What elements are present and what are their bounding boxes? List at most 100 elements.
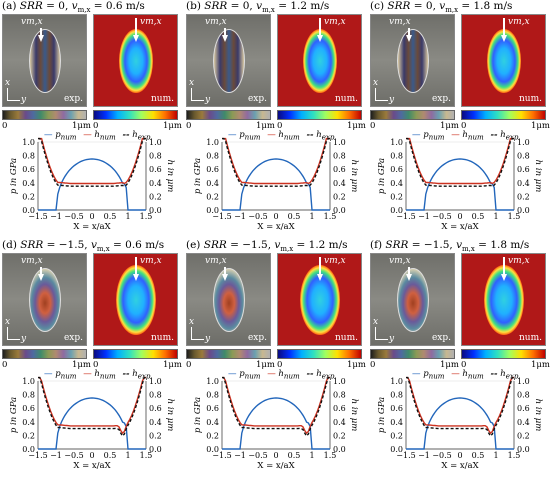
y-tick-left: 0.2 bbox=[22, 431, 35, 440]
x-tick: −1.5 bbox=[212, 212, 231, 221]
y-tick-right: 0.8 bbox=[517, 152, 530, 161]
y-tick-left: 1.0 bbox=[390, 377, 403, 386]
y-axis-label-right: h in μm bbox=[533, 399, 543, 432]
y-tick-left: 0.6 bbox=[390, 404, 403, 413]
y-tick-left: 0.2 bbox=[390, 192, 403, 201]
velocity-arrowhead bbox=[222, 274, 228, 281]
x-tick: 1.5 bbox=[140, 212, 153, 221]
velocity-label: vm,x bbox=[508, 17, 530, 27]
y-tick-right: 0.6 bbox=[333, 165, 346, 174]
velocity-label: vm,x bbox=[21, 17, 43, 27]
exp-label: exp. bbox=[247, 333, 267, 343]
exp-label: exp. bbox=[63, 333, 83, 343]
y-tick-left: 0.0 bbox=[22, 206, 35, 215]
colorbar-tick-min: 0 bbox=[186, 360, 192, 370]
y-tick-right: 0.0 bbox=[149, 206, 162, 215]
y-tick-right: 0.0 bbox=[333, 206, 346, 215]
y-tick-left: 0.2 bbox=[22, 192, 35, 201]
colorbar-tick-min: 0 bbox=[277, 121, 283, 131]
velocity-arrowhead bbox=[501, 274, 507, 281]
velocity-arrowhead bbox=[222, 35, 228, 42]
panel-c: (c) SRR = 0, vm,x = 1.8 m/s vm,x exp. x y vm,… bbox=[368, 0, 550, 238]
experimental-image: vm,x exp. x y bbox=[186, 14, 271, 107]
x-tick: 1.5 bbox=[324, 212, 337, 221]
y-tick-left: 0.4 bbox=[390, 179, 403, 188]
y-tick-left: 0.0 bbox=[390, 445, 403, 454]
y-tick-right: 0.4 bbox=[333, 418, 346, 427]
x-axis-label: X = x/aX bbox=[257, 461, 295, 471]
y-tick-left: 1.0 bbox=[206, 138, 219, 147]
y-axis-label-right: h in μm bbox=[533, 160, 543, 193]
velocity-label: vm,x bbox=[140, 17, 162, 27]
y-tick-right: 0.8 bbox=[149, 391, 162, 400]
y-tick-right: 0.2 bbox=[149, 192, 162, 201]
y-tick-right: 1.0 bbox=[333, 138, 346, 147]
y-tick-right: 0.2 bbox=[333, 192, 346, 201]
x-axis-label: X = x/aX bbox=[441, 222, 479, 232]
numerical-image: vm,x num. bbox=[277, 14, 362, 107]
y-tick-left: 1.0 bbox=[206, 377, 219, 386]
y-tick-left: 0.6 bbox=[206, 165, 219, 174]
y-tick-right: 1.0 bbox=[517, 377, 530, 386]
velocity-label: vm,x bbox=[324, 256, 346, 266]
num-label: num. bbox=[151, 94, 174, 104]
y-tick-right: 0.2 bbox=[517, 431, 530, 440]
y-axis-label-left: p in GPa bbox=[377, 158, 387, 194]
film-thickness-num-curve bbox=[38, 137, 146, 185]
velocity-label: vm,x bbox=[205, 256, 227, 266]
colorbar-num bbox=[461, 349, 546, 359]
y-tick-right: 0.6 bbox=[333, 404, 346, 413]
film-thickness-exp-curve bbox=[38, 376, 146, 438]
axis-x-label: x bbox=[5, 78, 11, 88]
plot-frame bbox=[37, 380, 147, 450]
y-tick-left: 0.2 bbox=[206, 192, 219, 201]
velocity-arrow bbox=[503, 18, 505, 36]
x-axis-label: X = x/aX bbox=[257, 222, 295, 232]
velocity-arrowhead bbox=[38, 35, 44, 42]
exp-label: exp. bbox=[63, 94, 83, 104]
x-tick: 1.5 bbox=[324, 451, 337, 460]
panel-title: (e) SRR = −1.5, vm,x = 1.2 m/s bbox=[186, 239, 348, 254]
y-tick-right: 0.4 bbox=[517, 418, 530, 427]
colorbar-exp bbox=[370, 349, 455, 359]
film-thickness-exp-curve bbox=[406, 376, 514, 438]
axis-marker bbox=[375, 327, 388, 340]
velocity-label: vm,x bbox=[389, 256, 411, 266]
x-tick: −1 bbox=[234, 212, 246, 221]
velocity-arrow bbox=[40, 267, 42, 275]
x-tick: 0.5 bbox=[472, 451, 485, 460]
experimental-image: vm,x exp. x y bbox=[370, 14, 455, 107]
pressure-curve bbox=[222, 158, 330, 211]
y-axis-label-left: p in GPa bbox=[9, 158, 19, 194]
velocity-arrow bbox=[408, 267, 410, 275]
axis-x-label: x bbox=[189, 78, 195, 88]
axis-y-label: y bbox=[389, 334, 395, 344]
film-profile-plot: 0.0 0.0 0.2 0.2 0.4 0.4 0.6 0.6 0.8 0.8 1.0 1.0 −1.5… bbox=[377, 376, 543, 471]
velocity-arrowhead bbox=[501, 35, 507, 42]
panel-title: (c) SRR = 0, vm,x = 1.8 m/s bbox=[370, 0, 513, 15]
x-tick: 0.5 bbox=[288, 212, 301, 221]
colorbar-exp bbox=[186, 349, 271, 359]
axis-y-label: y bbox=[21, 334, 27, 344]
velocity-arrow bbox=[503, 257, 505, 275]
x-axis-label: X = x/aX bbox=[73, 461, 111, 471]
panel-title: (a) SRR = 0, vm,x = 0.6 m/s bbox=[2, 0, 145, 15]
plot-legend: — pnum — hnum -- hexp bbox=[412, 369, 519, 381]
x-tick: 0 bbox=[273, 212, 278, 221]
velocity-label: vm,x bbox=[324, 17, 346, 27]
velocity-arrow bbox=[135, 18, 137, 36]
velocity-arrowhead bbox=[317, 274, 323, 281]
colorbar-tick-min: 0 bbox=[93, 360, 99, 370]
plot-legend: — pnum — hnum -- hexp bbox=[228, 130, 335, 142]
colorbar-num bbox=[93, 110, 178, 120]
contact-ellipse-exp bbox=[212, 267, 245, 332]
y-tick-left: 0.0 bbox=[22, 445, 35, 454]
y-tick-right: 0.2 bbox=[333, 431, 346, 440]
colorbar-tick-max: 1μm bbox=[347, 121, 366, 131]
experimental-image: vm,x exp. x y bbox=[2, 14, 87, 107]
colorbar-tick-max: 1μm bbox=[440, 360, 459, 370]
film-thickness-num-curve bbox=[38, 376, 146, 435]
colorbar-num bbox=[277, 349, 362, 359]
velocity-arrowhead bbox=[133, 274, 139, 281]
numerical-image: vm,x num. bbox=[93, 253, 178, 346]
